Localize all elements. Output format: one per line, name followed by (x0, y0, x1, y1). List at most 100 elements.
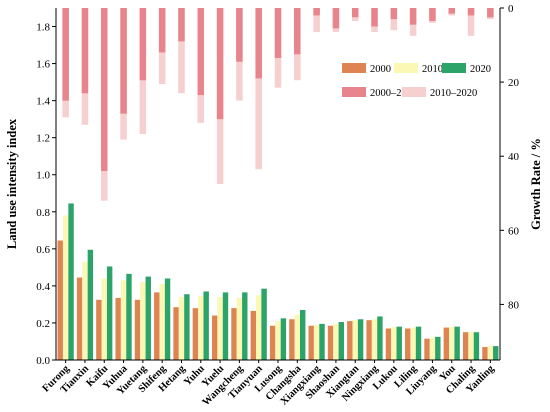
left-tick-label: 1.8 (36, 22, 50, 34)
index-bar (192, 308, 199, 360)
index-bar (338, 322, 345, 360)
index-bar (429, 337, 436, 360)
index-bar (424, 338, 430, 360)
right-tick-label: 40 (508, 151, 520, 163)
index-bar (87, 249, 94, 360)
growth-bar (429, 8, 436, 21)
intensity-index-bars (57, 203, 499, 360)
growth-bar (332, 8, 340, 29)
index-bar (140, 282, 146, 360)
right-tick-label: 0 (508, 3, 514, 15)
index-bar (391, 327, 397, 360)
index-bar (280, 318, 287, 360)
index-bar (377, 316, 383, 360)
legend-swatch (342, 63, 366, 73)
left-tick-label: 1.6 (36, 59, 50, 71)
growth-bar (487, 8, 494, 18)
index-bar (154, 292, 160, 360)
index-bar (487, 346, 494, 360)
index-bar (300, 309, 306, 360)
index-bar (352, 320, 358, 360)
index-bar (371, 319, 378, 360)
growth-bar (371, 8, 378, 27)
left-axis-title: Land use intensity index (5, 118, 19, 249)
index-bar (68, 203, 74, 360)
index-bar (366, 320, 372, 360)
index-bar (396, 326, 402, 360)
index-bar (96, 299, 102, 360)
left-tick-label: 0.8 (36, 207, 50, 219)
index-bar (250, 310, 256, 360)
growth-bar (467, 8, 475, 16)
index-bar (184, 294, 190, 360)
legend-label: 2000 (370, 64, 391, 75)
index-bar (493, 346, 499, 360)
index-bar (333, 323, 339, 360)
growth-bar (390, 8, 398, 20)
left-tick-label: 1.2 (36, 133, 50, 145)
legend-swatch (394, 63, 418, 73)
index-bar (308, 325, 314, 360)
index-bar (242, 292, 248, 360)
left-tick-label: 0.4 (36, 281, 50, 293)
growth-bar (236, 8, 243, 62)
index-bar (405, 328, 411, 360)
growth-bar (274, 8, 282, 59)
growth-bar (62, 8, 69, 101)
index-bar (76, 277, 83, 360)
growth-bar (313, 8, 320, 16)
index-bar (164, 278, 171, 360)
index-bar (62, 215, 69, 360)
legend-swatch (342, 87, 366, 97)
index-bar (236, 297, 243, 360)
index-bar (82, 261, 88, 360)
growth-bar (294, 8, 301, 55)
growth-rate-bars (62, 8, 494, 201)
right-tick-label: 20 (508, 77, 520, 89)
growth-bar (255, 8, 262, 79)
index-bar (159, 284, 165, 360)
growth-bar (120, 8, 127, 114)
index-bar (269, 325, 276, 360)
index-bar (145, 276, 151, 360)
index-bar (211, 315, 218, 360)
index-bar (57, 240, 63, 360)
growth-bar (81, 8, 89, 94)
index-bar (101, 278, 107, 360)
left-tick-label: 0.6 (36, 244, 50, 256)
index-bar (449, 326, 455, 360)
index-bar (173, 307, 179, 360)
index-bar (256, 295, 262, 360)
legend-label: 2020 (470, 64, 491, 75)
left-tick-label: 0.2 (36, 318, 50, 330)
legend-swatch (402, 87, 426, 97)
index-bar (115, 297, 121, 360)
index-bar (357, 319, 364, 360)
index-bar (327, 325, 334, 360)
index-bar (126, 273, 132, 360)
legend-label: 2000–2010 (370, 88, 417, 99)
growth-bar (255, 8, 262, 170)
index-bar (482, 347, 488, 360)
right-tick-label: 60 (508, 225, 520, 237)
index-bar (468, 331, 474, 360)
growth-bar (101, 8, 108, 172)
index-bar (231, 308, 237, 360)
growth-bar (178, 8, 185, 42)
index-bar (106, 266, 113, 360)
index-bar (415, 326, 422, 360)
growth-bar (351, 8, 359, 18)
index-bar (217, 297, 223, 360)
index-bar (203, 291, 209, 360)
index-bar (289, 319, 295, 360)
index-bar (222, 292, 229, 360)
index-bar (313, 324, 320, 360)
growth-bar (448, 8, 455, 14)
left-tick-label: 1.0 (36, 170, 50, 182)
index-bar (198, 296, 204, 360)
index-bar (347, 321, 353, 360)
index-bar (454, 326, 460, 360)
growth-bar (197, 8, 205, 96)
right-axis-title: Growth Rate / % (529, 138, 543, 230)
